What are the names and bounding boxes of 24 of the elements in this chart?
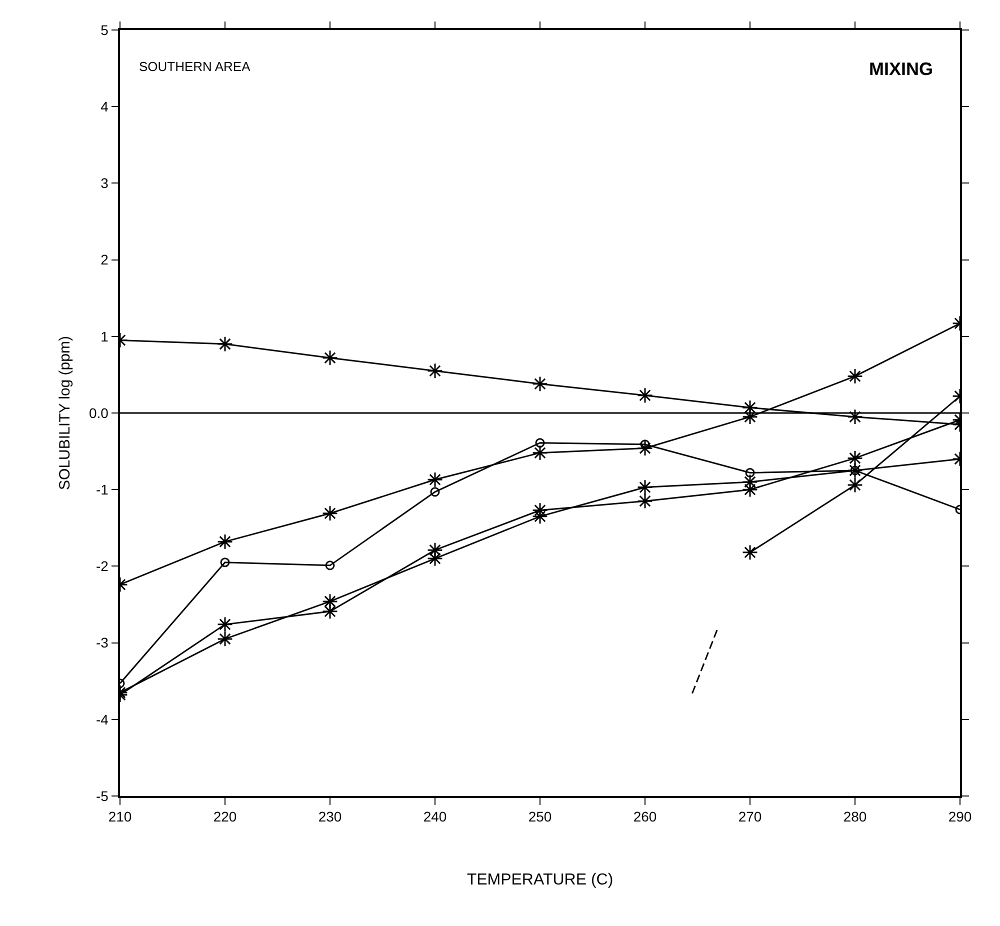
x-tick-label: 210 — [108, 808, 132, 825]
y-tick-label: 2 — [100, 252, 109, 268]
y-tick-label: -5 — [96, 788, 109, 804]
y-tick-label: -4 — [96, 711, 109, 728]
x-tick-label: 230 — [318, 808, 342, 825]
y-tick-label: -1 — [96, 482, 109, 498]
x-tick-label: 250 — [528, 808, 552, 825]
x-tick-label: 280 — [843, 808, 867, 825]
y-tick-label: 3 — [100, 175, 109, 192]
x-tick-label: 290 — [948, 808, 972, 825]
annotation: MIXING — [869, 59, 934, 79]
x-tick-label: 270 — [738, 808, 762, 825]
x-tick-label: 260 — [633, 808, 657, 825]
x-tick-label: 240 — [423, 808, 447, 825]
y-tick-label: 1 — [100, 328, 109, 344]
y-tick-label: -3 — [96, 634, 109, 651]
x-axis-title: TEMPERATURE (C) — [466, 872, 614, 889]
x-tick-label: 220 — [213, 808, 237, 825]
y-tick-label: 0.0 — [88, 404, 109, 421]
y-tick-label: -2 — [96, 558, 109, 574]
y-axis-title: SOLUBILITY log (ppm) — [56, 336, 74, 490]
y-tick-label: 5 — [100, 22, 109, 38]
annotation: SOUTHERN AREA — [139, 59, 251, 74]
y-tick-label: 4 — [100, 98, 109, 114]
